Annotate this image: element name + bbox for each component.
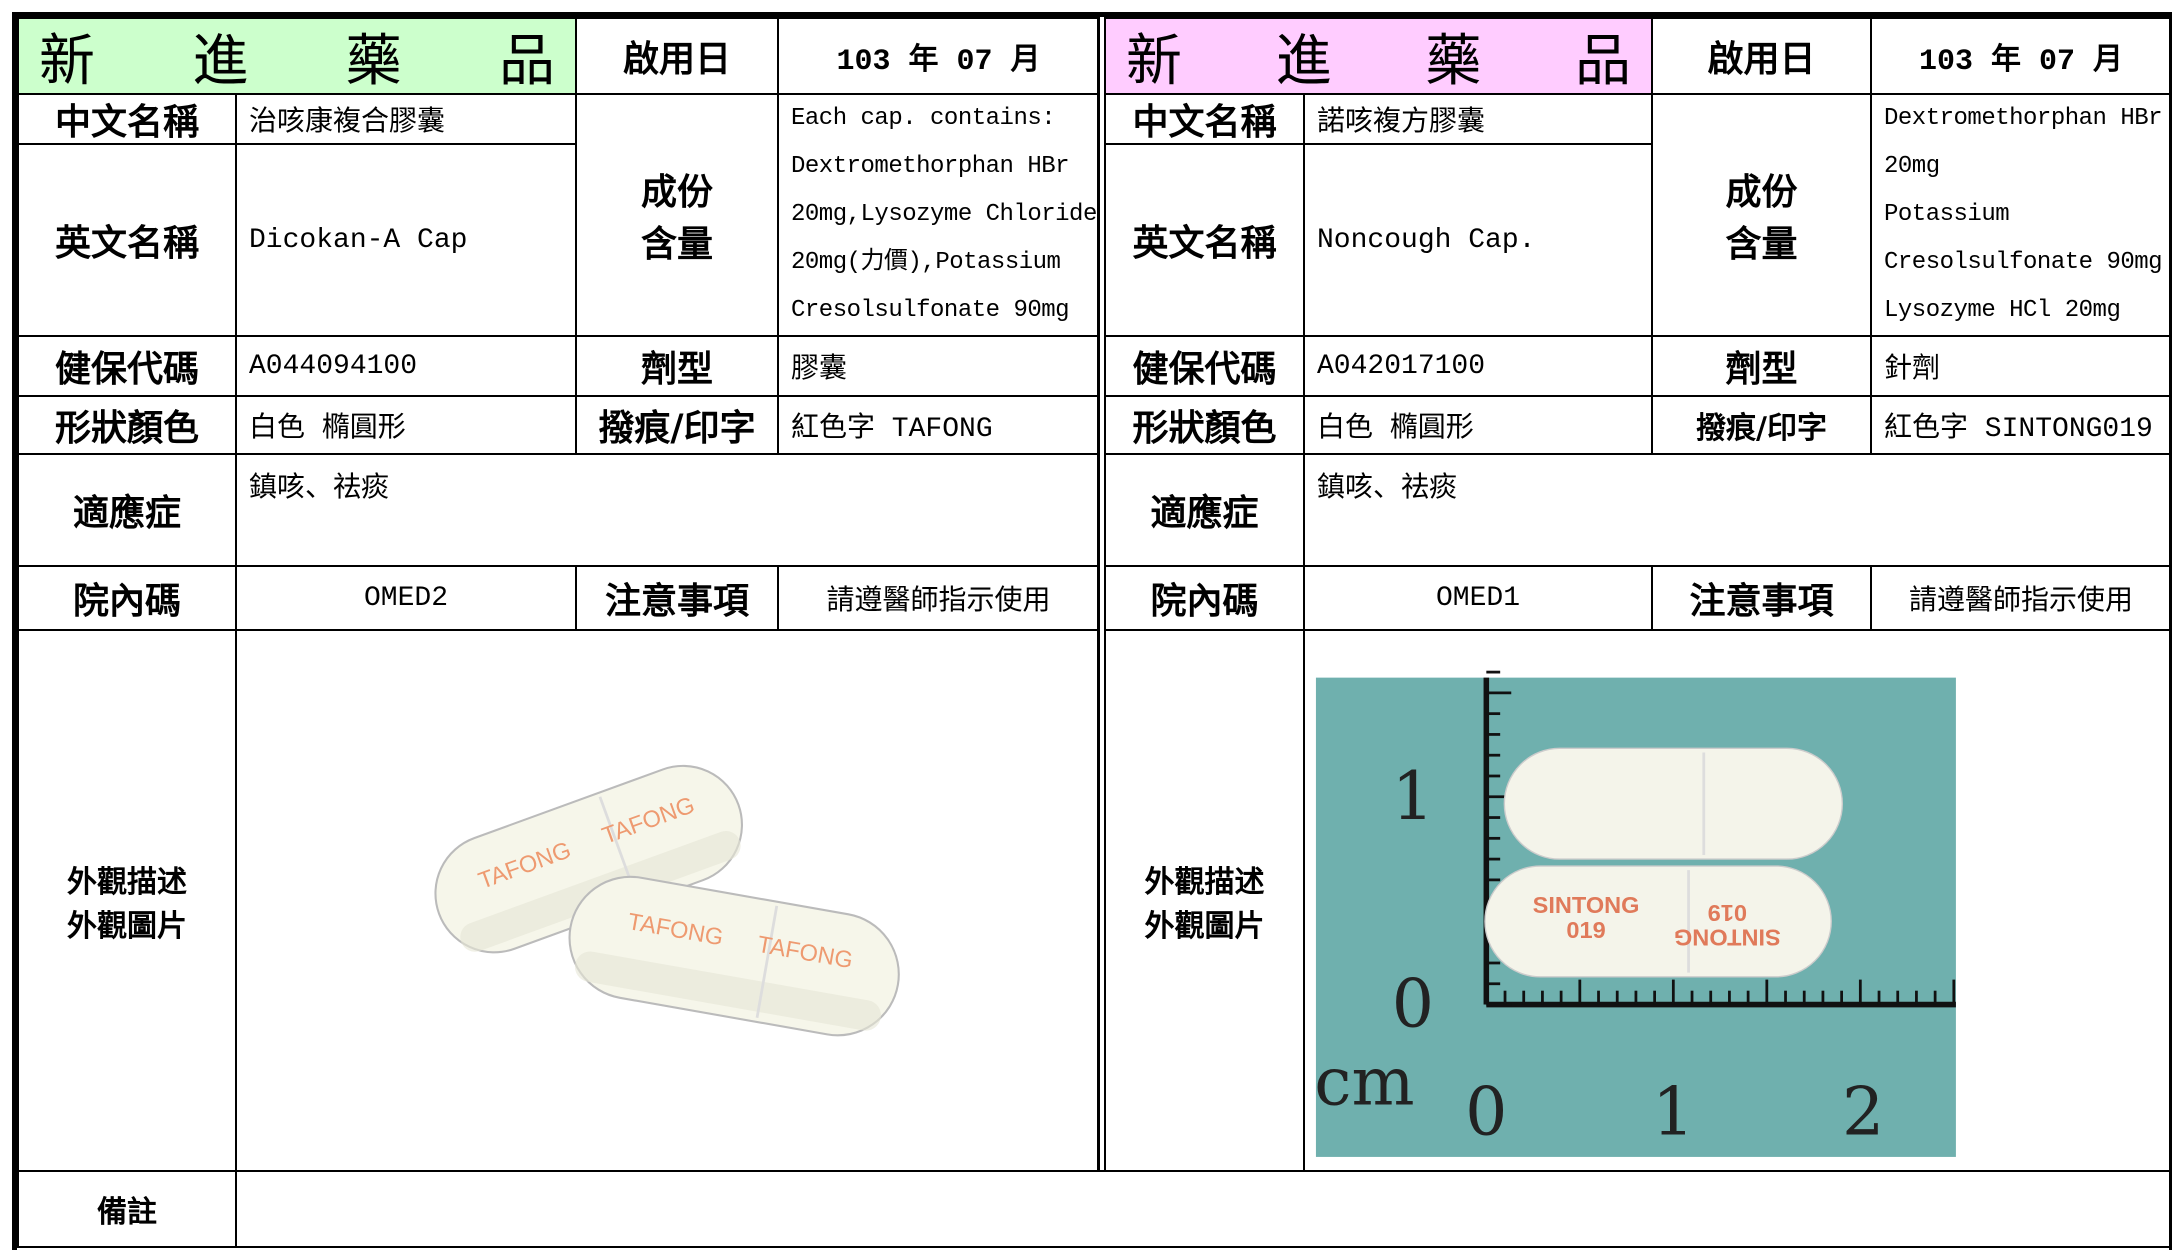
title: 新 進 藥 品 — [17, 17, 577, 95]
value: Noncough Cap. — [1303, 143, 1653, 337]
ingredients-line: Cresolsulfonate 90mg — [791, 297, 1070, 324]
label-line: 含量 — [1725, 223, 1798, 265]
label-text: 英文名稱 — [54, 222, 199, 264]
value-text: Dicokan-A Cap — [249, 224, 468, 256]
ingredients-line: 20mg — [1884, 153, 1940, 180]
label: 外觀描述 外觀圖片 — [1104, 629, 1305, 1172]
value-text: OMED2 — [363, 582, 448, 614]
label-text: 啟用日 — [622, 38, 731, 80]
value-text: 針劑 — [1884, 355, 1941, 386]
value-text: 白色 橢圓形 — [249, 414, 406, 445]
imprint-text: 019 — [1566, 917, 1605, 943]
divider — [1097, 12, 1100, 1170]
capsule: SINTONG019 SINTONG019 — [1484, 865, 1832, 978]
imprint: SINTONG019 — [1674, 900, 1781, 951]
label-line: 外觀圖片 — [67, 908, 187, 944]
label-line: 成份 — [640, 171, 713, 213]
ruler-unit: cm — [1314, 1042, 1414, 1120]
capsule-shade — [574, 951, 882, 1031]
label-text: 形狀顏色 — [54, 407, 199, 449]
label-text: 注意事項 — [604, 580, 749, 622]
ingredients: Each cap. contains: Dextromethorphan HBr 2… — [777, 93, 1100, 337]
ruler-label: 1 — [1652, 1073, 1694, 1151]
value-text: 鎮咳、祛痰 — [249, 474, 390, 505]
label-text: 適應症 — [72, 492, 181, 534]
ingredients: Dextromethorphan HBr 20mg Potassium Cresols… — [1870, 93, 2172, 337]
capsule-seam — [755, 905, 779, 1019]
value-text: 白色 橢圓形 — [1317, 414, 1474, 445]
value-text: OMED1 — [1435, 582, 1520, 614]
label-text: 備註 — [97, 1195, 157, 1230]
capsule-body — [1503, 747, 1844, 860]
ruler-label: 0 — [1392, 965, 1434, 1043]
value-text: 103 年 07 月 — [1918, 44, 2124, 79]
label: 院內碼 — [1104, 565, 1305, 631]
imprint-text: SINTONG — [1674, 925, 1781, 951]
value-text: 103 年 07 月 — [836, 44, 1041, 79]
value-text: Noncough Cap. — [1317, 224, 1536, 256]
capsule-body — [1484, 865, 1832, 978]
ingredients-line: Dextromethorphan HBr — [1884, 105, 2163, 132]
label-text: 院內碼 — [72, 580, 181, 622]
label-text: 劑型 — [640, 348, 713, 390]
imprint-text: SINTONG — [1533, 892, 1640, 918]
value-text: 紅色字 SINTONG019 — [1884, 414, 2153, 445]
value-text: 請遵醫師指示使用 — [1908, 587, 2133, 618]
ingredients-line: Cresolsulfonate 90mg — [1884, 249, 2163, 276]
value-text: 紅色字 TAFONG — [791, 414, 993, 445]
label-text: 中文名稱 — [54, 101, 199, 143]
ingredients-line: Each cap. contains: — [791, 105, 1056, 132]
ingredients-line: 20mg(力價),Potassium — [791, 249, 1061, 276]
ingredients-line: Dextromethorphan HBr — [791, 153, 1070, 180]
value-text: 諾咳複方膠囊 — [1317, 108, 1486, 139]
value-text: A044094100 — [249, 350, 418, 382]
ingredients-line: Lysozyme HCl 20mg — [1884, 297, 2121, 324]
label-text: 英文名稱 — [1132, 222, 1277, 264]
ingredients-line: Potassium — [1884, 201, 2010, 228]
label-text: 啟用日 — [1707, 38, 1816, 80]
label-text: 注意事項 — [1689, 580, 1834, 622]
label-line: 外觀圖片 — [1144, 908, 1265, 944]
imprint-text: 019 — [1708, 900, 1747, 926]
ruler-label: 1 — [1392, 757, 1434, 835]
value-text: 鎮咳、祛痰 — [1317, 474, 1458, 505]
value-text: 治咳康複合膠囊 — [249, 108, 446, 139]
label-text: 劑型 — [1725, 348, 1798, 390]
title: 新 進 藥 品 — [1104, 17, 1653, 95]
title-text: 新 進 藥 品 — [39, 28, 555, 94]
label-text: 形狀顏色 — [1132, 407, 1277, 449]
label-text: 適應症 — [1150, 492, 1259, 534]
ruler-label: 2 — [1842, 1073, 1884, 1151]
label-line: 成份 — [1725, 171, 1798, 213]
outer-frame — [12, 12, 2172, 1250]
label-line: 外觀描述 — [67, 864, 187, 900]
label-text: 院內碼 — [1150, 580, 1259, 622]
label-text: 中文名稱 — [1132, 101, 1277, 143]
label-text: 撥痕/印字 — [598, 407, 756, 449]
label-line: 含量 — [640, 223, 713, 265]
label-text: 撥痕/印字 — [1696, 411, 1827, 446]
label-text: 健保代碼 — [1132, 348, 1277, 390]
imprint: SINTONG019 — [1533, 892, 1640, 943]
value-text: 請遵醫師指示使用 — [826, 587, 1051, 618]
label: 形狀顏色 — [1104, 395, 1305, 455]
capsule — [1503, 747, 1844, 860]
value-text: A042017100 — [1317, 350, 1486, 382]
label-line: 外觀描述 — [1144, 864, 1265, 900]
ingredients-line: 20mg,Lysozyme Chloride — [791, 201, 1097, 228]
label-text: 健保代碼 — [54, 348, 199, 390]
value-text: 膠囊 — [791, 355, 848, 386]
title-text: 新 進 藥 品 — [1126, 28, 1631, 94]
ruler-label: 0 — [1465, 1073, 1507, 1151]
